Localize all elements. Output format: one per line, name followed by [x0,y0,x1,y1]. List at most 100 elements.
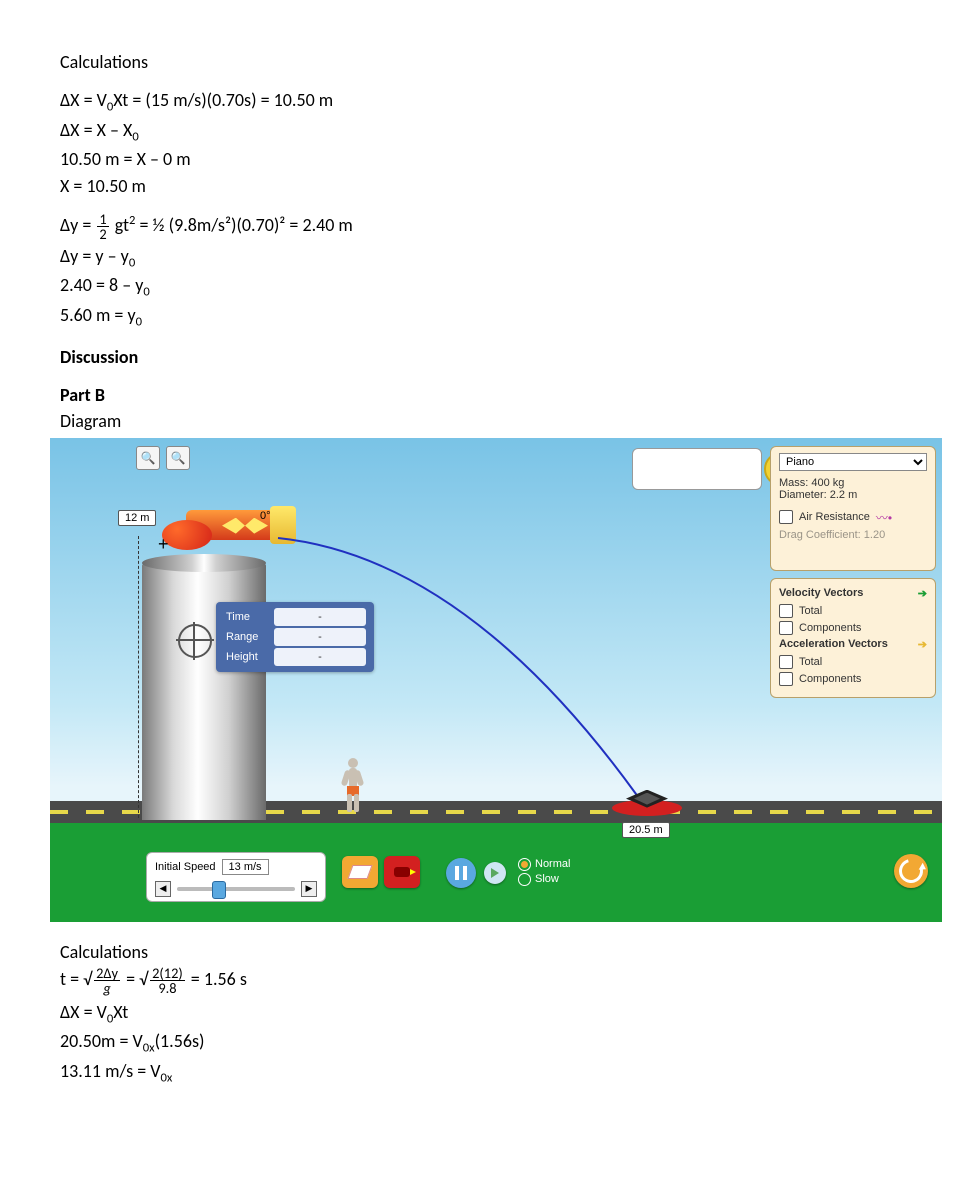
acc-total-checkbox[interactable] [779,655,793,669]
txt: gt [111,214,129,236]
txt: Xt [113,1001,128,1023]
heading-calculations-1: Calculations [60,50,910,74]
projectile-properties-panel: Piano Mass: 400 kg Diameter: 2.2 m Air R… [770,446,936,571]
txt: Xt = (15 m/s)(0.70s) = 10.50 m [113,89,333,111]
calc1-line7: 2.40 = 8 – y0 [60,273,910,301]
cannon-base [162,520,212,550]
calc2-line3: 20.50m = V0x(1.56s) [60,1029,910,1057]
speed-mode-radios: Normal Slow [518,856,570,888]
calc1-line5: Δy = 12 gt2 = ½ (9.8m/s²)(0.70)² = 2.40 … [60,212,910,242]
target-crosshair[interactable] [178,624,212,658]
heading-calculations-2: Calculations [60,940,910,964]
projectile-select[interactable]: Piano [779,453,927,471]
txt: t = √ [60,968,92,990]
step-button[interactable] [484,862,506,884]
calc1-line3: 10.50 m = X – 0 m [60,147,910,171]
trh-height-label: Height [220,651,274,663]
sub: 0 [136,315,142,330]
step-icon [491,868,499,878]
muzzle-cross-icon: + [158,534,169,555]
initial-speed-value[interactable]: 13 m/s [222,859,269,875]
txt: = ½ (9.8m/s²)(0.70)² = 2.40 m [135,214,352,236]
slow-label: Slow [535,873,559,885]
den: 9.8 [150,981,185,995]
platform-height-label: 12 m [118,510,156,526]
mass-text: Mass: 400 kg [779,477,927,489]
calc2-line1: t = √2Δyg = √2(12)9.8 = 1.56 s [60,966,910,996]
normal-radio[interactable] [518,858,531,871]
sub: 0x [160,1070,172,1085]
txt: = √ [122,968,148,990]
fraction: 12 [97,212,108,242]
eraser-icon [347,865,372,879]
vel-total-checkbox[interactable] [779,604,793,618]
initial-speed-panel: Initial Speed 13 m/s ◀ ▶ [146,852,326,902]
sub: 0 [129,255,135,270]
pause-button[interactable] [446,858,476,888]
diameter-text: Diameter: 2.2 m [779,489,927,501]
calc1-line8: 5.60 m = y0 [60,303,910,331]
trh-time-row: Time - [220,608,370,626]
height-dashed-line [138,536,139,818]
air-resistance-checkbox[interactable] [779,510,793,524]
speed-increment-button[interactable]: ▶ [301,881,317,897]
calc2-line4: 13.11 m/s = V0x [60,1059,910,1087]
platform-top [142,554,266,572]
txt: = 1.56 s [187,968,247,990]
txt: 5.60 m = y [60,304,136,326]
reset-icon [895,854,928,887]
air-squiggle-icon: 〰• [876,509,892,526]
acceleration-vectors-header: Acceleration Vectors ➔ [779,638,927,651]
trh-time-value: - [274,608,366,626]
fire-button[interactable] [384,856,420,888]
trh-time-label: Time [220,611,274,623]
txt: ΔX = V [60,89,107,111]
zoom-in-button[interactable]: 🔍 [166,446,190,470]
cannon-muzzle [270,506,296,544]
sub: 0 [132,129,138,144]
vel-components-checkbox[interactable] [779,621,793,635]
txt: Δy = [60,214,95,236]
impact-object [612,790,682,816]
air-resistance-label: Air Resistance [799,511,870,523]
calc1-line4: X = 10.50 m [60,174,910,198]
txt: ΔX = V [60,1001,107,1023]
trh-range-label: Range [220,631,274,643]
txt: Velocity Vectors [779,587,863,599]
txt: Δy = y – y [60,245,129,267]
txt: Acceleration Vectors [779,638,888,650]
slow-radio[interactable] [518,873,531,886]
range-distance-label: 20.5 m [622,822,670,838]
den: g [94,981,120,995]
angle-label: 0° [260,510,271,522]
person-figure [340,758,366,816]
den: 2 [97,227,108,241]
acc-components-label: Components [799,673,861,685]
pause-icon [455,866,467,880]
heading-diagram: Diagram [60,409,910,433]
cannon[interactable] [162,500,258,544]
cannon-icon [394,867,410,877]
txt: (1.56s) [155,1030,205,1052]
initial-speed-label: Initial Speed [155,861,216,873]
vel-components-label: Components [799,622,861,634]
speed-slider[interactable] [177,887,295,891]
tape-measure-readout[interactable] [632,448,762,490]
zoom-out-button[interactable]: 🔍 [136,446,160,470]
sub: 0 [143,285,149,300]
calc1-line1: ΔX = V0Xt = (15 m/s)(0.70s) = 10.50 m [60,88,910,116]
calc1-line2: ΔX = X – X0 [60,118,910,146]
speed-slider-thumb[interactable] [212,881,226,899]
calc1-line6: Δy = y – y0 [60,244,910,272]
trh-height-value: - [274,648,366,666]
trh-range-row: Range - [220,628,370,646]
erase-button[interactable] [342,856,378,888]
acc-components-checkbox[interactable] [779,672,793,686]
reset-button[interactable] [894,854,928,888]
txt: ΔX = X – X [60,119,132,141]
simulation-screenshot: 🔍 🔍 12 m + 0° Time - Range - Height - [50,438,942,922]
speed-decrement-button[interactable]: ◀ [155,881,171,897]
vel-total-label: Total [799,605,822,617]
time-range-height-panel: Time - Range - Height - [216,602,374,672]
normal-label: Normal [535,858,570,870]
